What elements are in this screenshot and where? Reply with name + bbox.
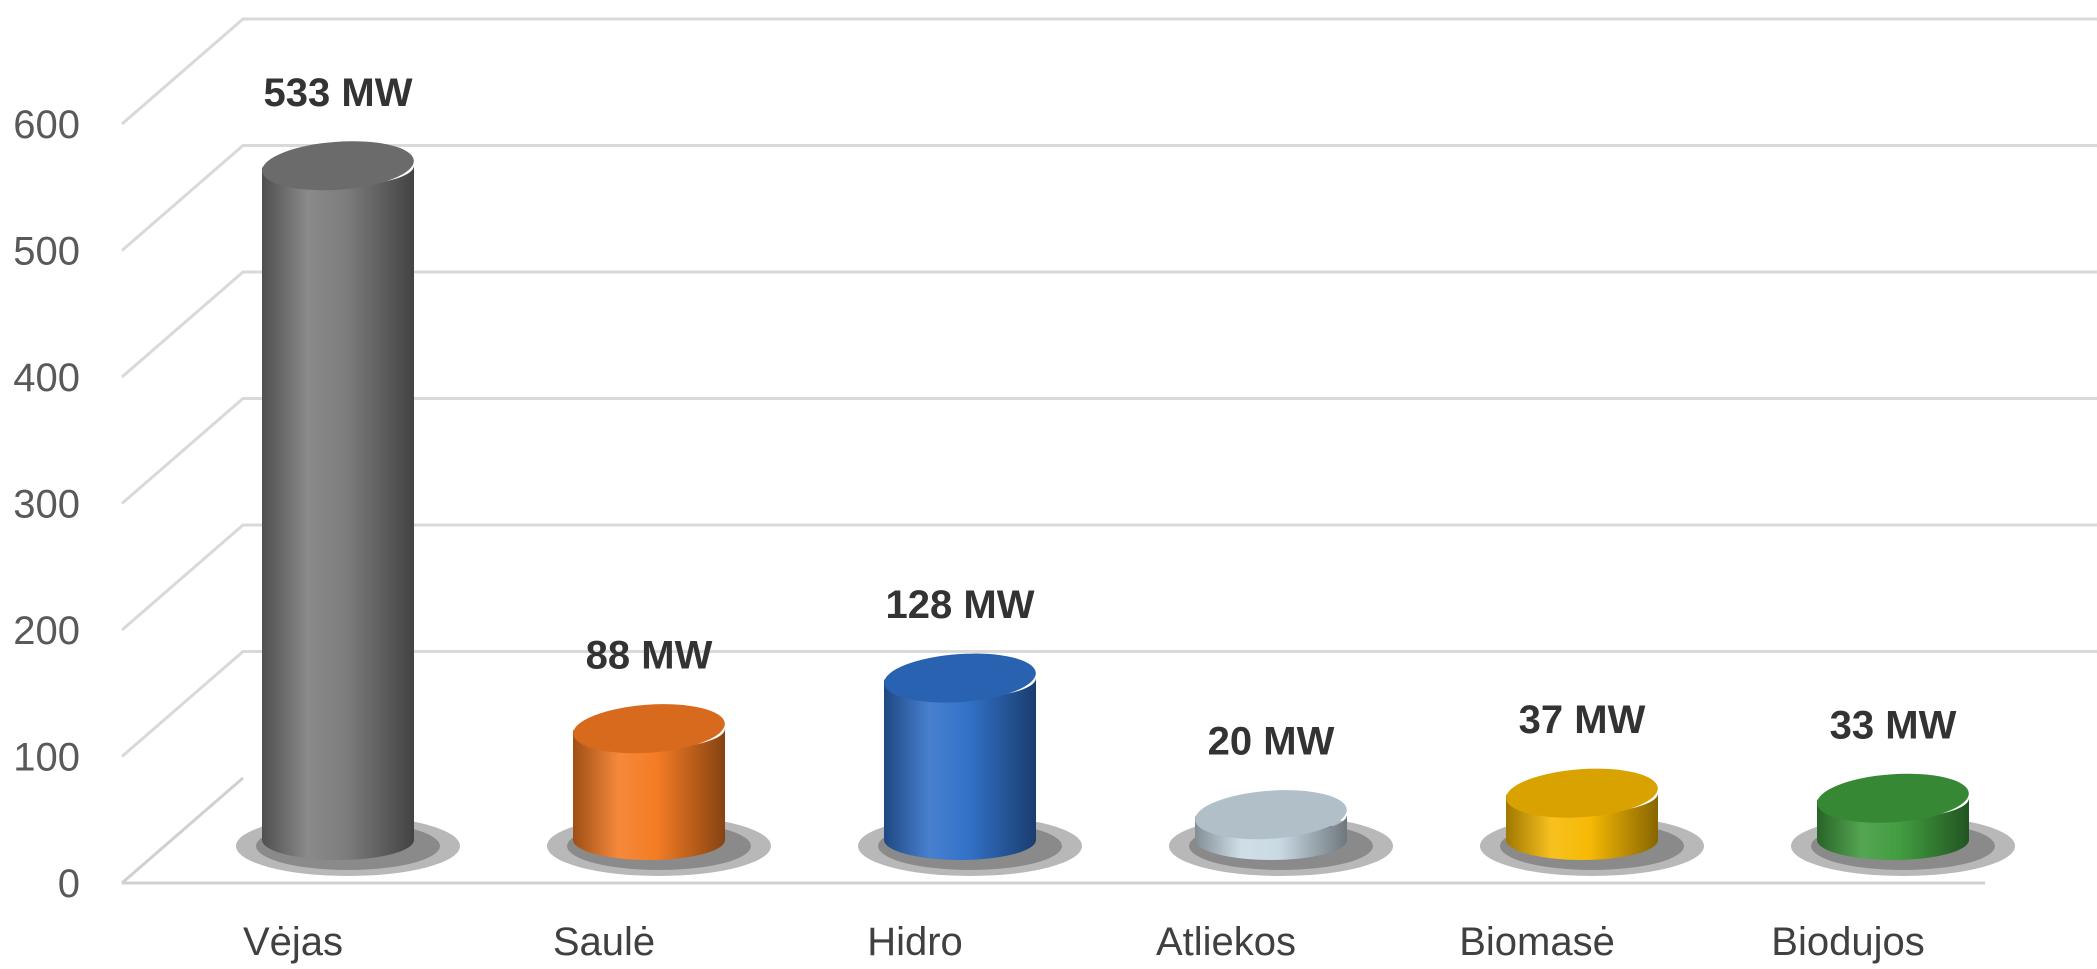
floor-side-edge: [121, 776, 244, 885]
bar-1: [547, 704, 771, 876]
bar-body: [884, 678, 1036, 860]
y-tick-label: 500: [13, 230, 80, 274]
labels-layer: 533 MW Vėjas 88 MW Saulė 128 MW Hidro 20 MW Atl…: [243, 71, 1957, 964]
x-tick-label: Hidro: [867, 920, 963, 964]
grid-layer: [121, 17, 2097, 885]
data-label: 37 MW: [1519, 698, 1646, 742]
bar-body: [1817, 798, 1969, 860]
y-tick-label: 300: [13, 483, 80, 527]
x-tick-label: Biomasė: [1459, 920, 1615, 964]
bar-top: [573, 704, 725, 754]
y-tick-label: 0: [58, 862, 80, 906]
bar-0: [236, 141, 460, 876]
bar-top: [1817, 773, 1969, 823]
y-tick-label: 200: [13, 609, 80, 653]
data-label: 128 MW: [886, 583, 1035, 627]
gridline-400: [121, 270, 2097, 379]
data-label: 88 MW: [586, 634, 713, 678]
x-tick-label: Biodujos: [1771, 920, 1924, 964]
bar-top: [1506, 768, 1658, 818]
y-tick-label: 600: [13, 103, 80, 147]
y-axis: 0 100 200 300 400 500 600: [13, 103, 80, 906]
y-tick-label: 100: [13, 736, 80, 780]
x-tick-label: Vėjas: [243, 920, 343, 964]
x-tick-label: Saulė: [553, 920, 655, 964]
bar-5: [1791, 773, 2015, 876]
gridline-300: [121, 397, 2097, 505]
bar-top: [1195, 790, 1347, 840]
gridline-100: [121, 650, 2097, 758]
bar-3: [1169, 790, 1393, 876]
gridline-200: [121, 523, 2097, 632]
bar-body: [1506, 793, 1658, 860]
gridline-600: [121, 17, 2097, 126]
bar-top: [262, 141, 414, 191]
data-label: 533 MW: [264, 71, 413, 115]
bar-4: [1480, 768, 1704, 876]
bar-top: [884, 653, 1036, 703]
y-tick-label: 400: [13, 356, 80, 400]
bar-body: [573, 728, 725, 860]
bar-body: [262, 165, 414, 860]
data-label: 33 MW: [1830, 703, 1957, 747]
data-label: 20 MW: [1208, 720, 1335, 764]
bar-2: [858, 653, 1082, 876]
x-tick-label: Atliekos: [1156, 920, 1296, 964]
bars-layer: [236, 141, 2015, 876]
gridline-500: [121, 144, 2097, 252]
